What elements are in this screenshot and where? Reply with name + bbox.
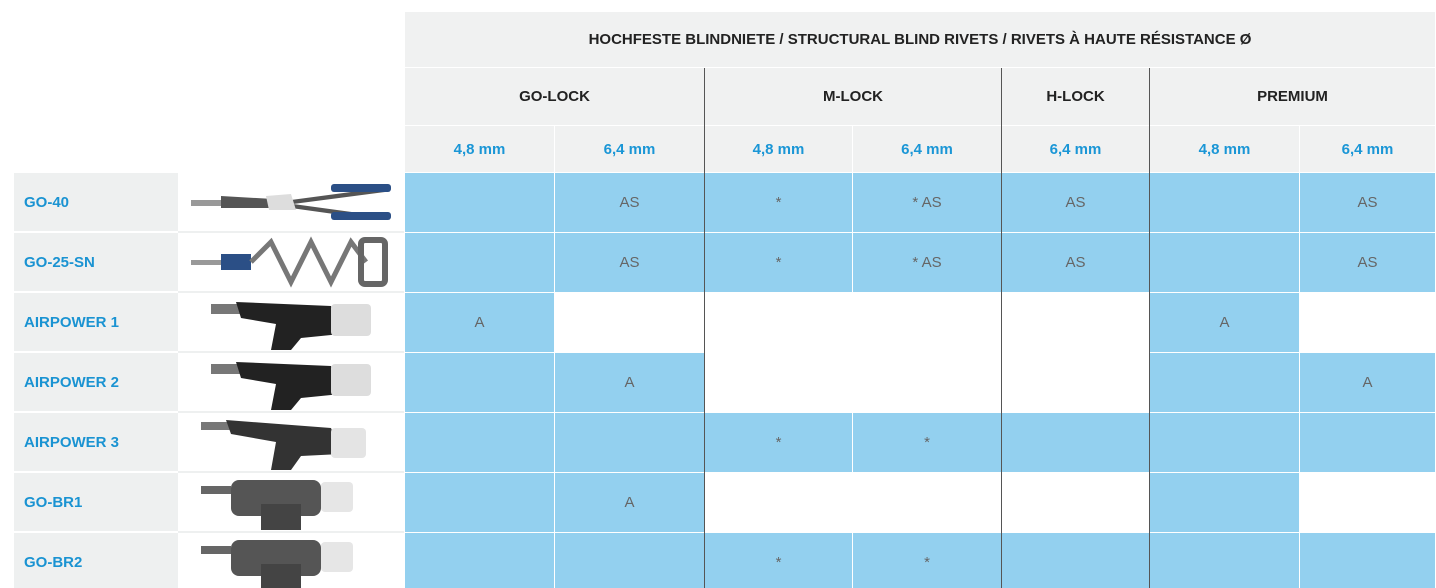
group-header: H-LOCK — [1002, 68, 1150, 126]
compat-cell — [853, 353, 1002, 413]
compat-cell: A — [555, 473, 705, 533]
compat-cell — [1300, 413, 1436, 473]
tool-image-cell — [178, 173, 404, 233]
compat-cell — [555, 293, 705, 353]
compat-cell — [1150, 533, 1300, 588]
row-name: GO-25-SN — [14, 233, 178, 293]
compat-cell — [1002, 413, 1150, 473]
group-header: GO-LOCK — [405, 68, 705, 126]
compat-cell: * — [705, 173, 853, 233]
compat-cell — [705, 353, 853, 413]
compat-cell: A — [405, 293, 555, 353]
tool-image — [181, 474, 401, 530]
group-header: M-LOCK — [705, 68, 1002, 126]
compat-cell — [853, 293, 1002, 353]
compat-cell — [705, 293, 853, 353]
compat-cell — [1002, 293, 1150, 353]
tool-image — [181, 354, 401, 410]
tool-image-cell — [178, 353, 404, 413]
tool-image-cell — [178, 293, 404, 353]
row-name: GO-BR2 — [14, 533, 178, 588]
compat-cell: A — [1300, 353, 1436, 413]
size-header: 6,4 mm — [555, 126, 705, 173]
compat-cell: * — [705, 413, 853, 473]
compat-cell: * — [853, 533, 1002, 588]
size-header: 6,4 mm — [1002, 126, 1150, 173]
compat-cell: * AS — [853, 173, 1002, 233]
compat-cell — [1150, 413, 1300, 473]
compat-cell — [405, 473, 555, 533]
compat-cell — [555, 533, 705, 588]
row-name: AIRPOWER 3 — [14, 413, 178, 473]
compat-cell: * — [853, 413, 1002, 473]
compat-cell — [853, 473, 1002, 533]
group-divider — [1149, 68, 1150, 588]
tool-image — [181, 414, 401, 470]
row-name: AIRPOWER 1 — [14, 293, 178, 353]
tool-image-cell — [178, 533, 404, 588]
tool-image — [181, 294, 401, 350]
compat-cell — [1150, 473, 1300, 533]
size-header: 4,8 mm — [705, 126, 853, 173]
compat-cell: A — [1150, 293, 1300, 353]
tool-image — [181, 234, 401, 290]
row-name: GO-40 — [14, 173, 178, 233]
group-divider — [1001, 68, 1002, 588]
tool-image-cell — [178, 473, 404, 533]
group-divider — [704, 68, 705, 588]
compat-cell — [405, 173, 555, 233]
tool-image — [181, 174, 401, 230]
compat-cell — [705, 473, 853, 533]
compat-cell: AS — [1002, 233, 1150, 293]
compat-cell — [1300, 293, 1436, 353]
row-name: AIRPOWER 2 — [14, 353, 178, 413]
size-header: 4,8 mm — [405, 126, 555, 173]
compat-cell — [1150, 353, 1300, 413]
row-name: GO-BR1 — [14, 473, 178, 533]
compat-cell: AS — [1300, 233, 1436, 293]
size-header: 4,8 mm — [1150, 126, 1300, 173]
compat-cell — [1300, 473, 1436, 533]
compat-cell: AS — [1002, 173, 1150, 233]
tool-image-cell — [178, 233, 404, 293]
rivet-compat-table: HOCHFESTE BLINDNIETE / STRUCTURAL BLIND … — [0, 0, 1436, 588]
compat-cell — [1002, 473, 1150, 533]
compat-cell: AS — [555, 173, 705, 233]
table-title: HOCHFESTE BLINDNIETE / STRUCTURAL BLIND … — [405, 12, 1436, 68]
compat-cell: * — [705, 533, 853, 588]
compat-cell — [1002, 533, 1150, 588]
group-header: PREMIUM — [1150, 68, 1436, 126]
compat-cell — [405, 413, 555, 473]
tool-image-cell — [178, 413, 404, 473]
compat-cell — [405, 353, 555, 413]
size-header: 6,4 mm — [1300, 126, 1436, 173]
compat-cell: AS — [555, 233, 705, 293]
compat-cell: * — [705, 233, 853, 293]
compat-cell — [1150, 173, 1300, 233]
compat-cell: A — [555, 353, 705, 413]
compat-cell — [405, 533, 555, 588]
compat-cell — [555, 413, 705, 473]
compat-cell — [1002, 353, 1150, 413]
compat-cell — [1300, 533, 1436, 588]
compat-cell: * AS — [853, 233, 1002, 293]
compat-cell: AS — [1300, 173, 1436, 233]
compat-cell — [405, 233, 555, 293]
tool-image — [181, 534, 401, 588]
compat-cell — [1150, 233, 1300, 293]
size-header: 6,4 mm — [853, 126, 1002, 173]
